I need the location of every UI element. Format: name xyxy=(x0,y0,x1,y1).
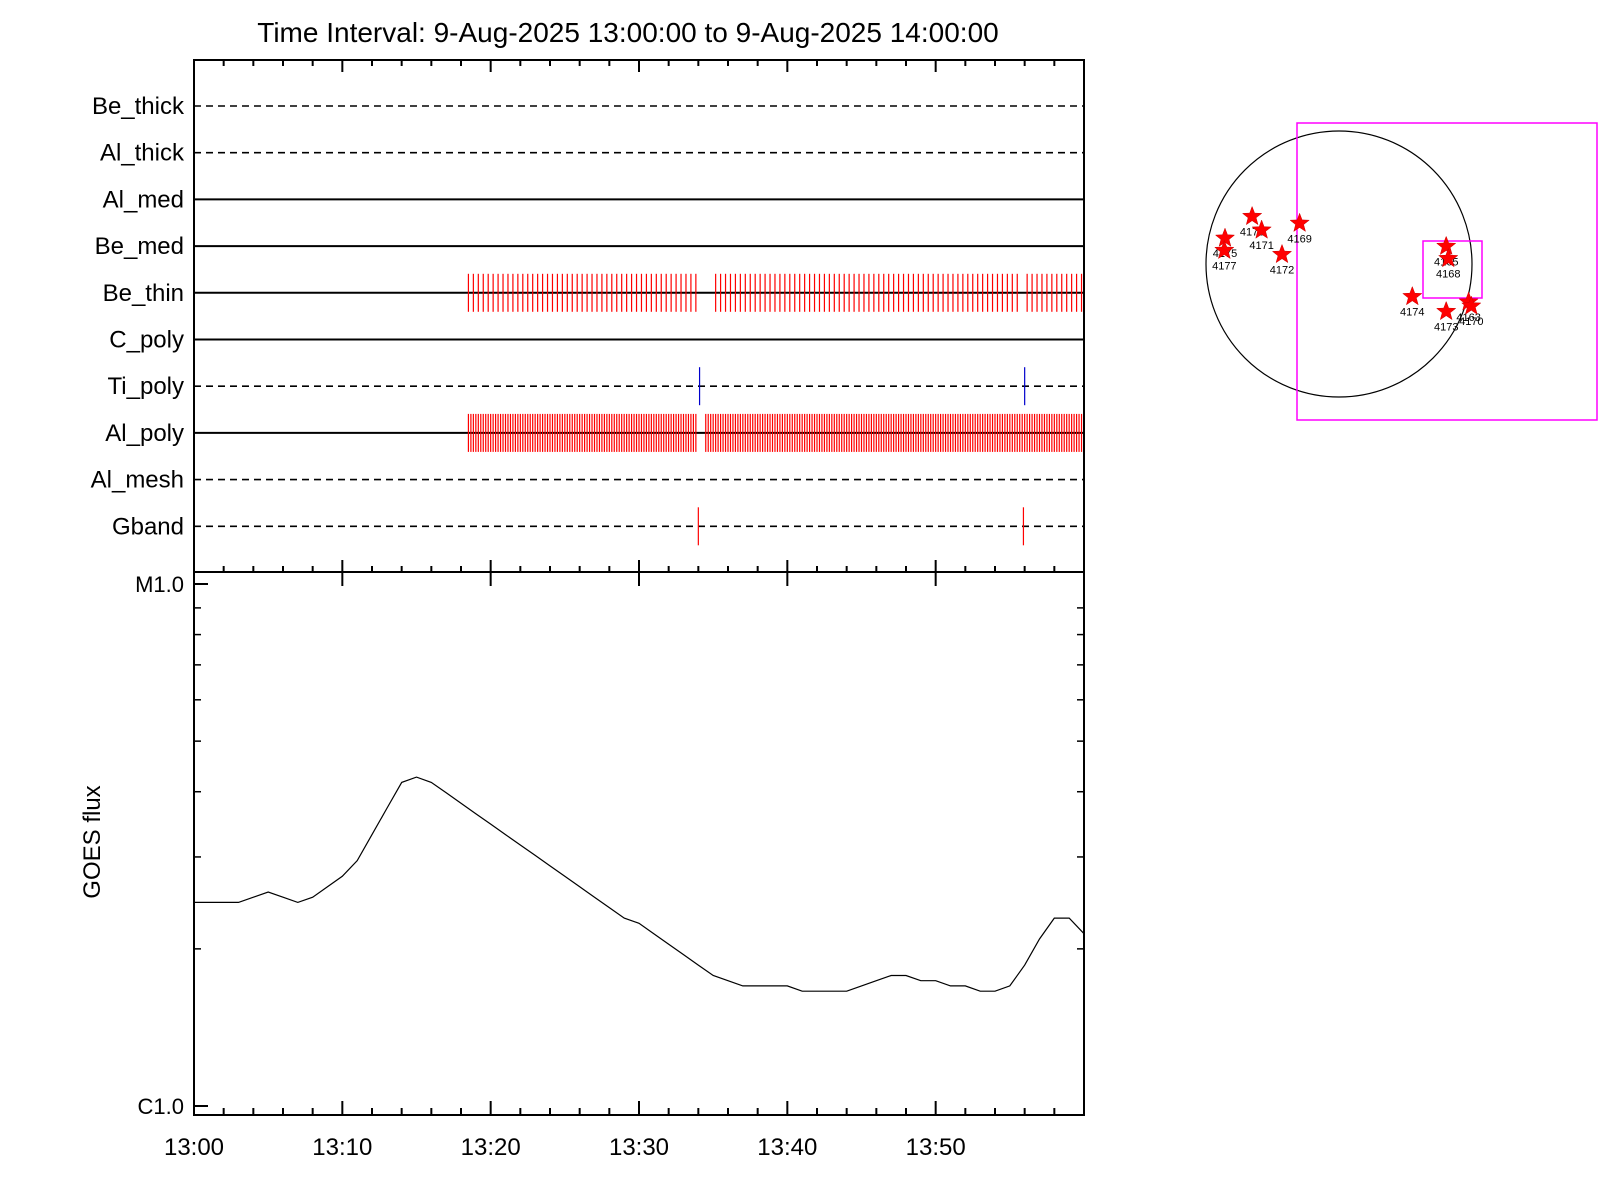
active-region-label: 4163 xyxy=(1456,312,1480,324)
active-region-label: 4172 xyxy=(1270,265,1294,277)
active-region-star xyxy=(1271,243,1293,264)
field-of-view-inner-box xyxy=(1422,240,1483,299)
row-label: Al_mesh xyxy=(91,467,184,494)
row-label: Al_thick xyxy=(100,140,185,167)
x-tick-label: 13:30 xyxy=(609,1134,669,1161)
active-region-star xyxy=(1241,205,1263,226)
active-region-star xyxy=(1289,212,1310,232)
active-region-star xyxy=(1461,295,1482,315)
goes-flux-panel: 13:00 13:10 13:20 13:30 13:40 13:50 C1.0 M1.0 GO… xyxy=(79,571,1085,1161)
timeline-frame xyxy=(193,59,1085,573)
x-tick-label: 13:40 xyxy=(757,1134,817,1161)
active-region-star xyxy=(1402,285,1423,306)
active-region-star xyxy=(1251,219,1272,239)
active-region-label: 4170 xyxy=(1459,316,1483,328)
x-tick-label: 13:00 xyxy=(164,1134,224,1161)
active-region-star xyxy=(1436,300,1457,321)
active-region-label: 4169 xyxy=(1287,233,1311,245)
active-region-label: 4174 xyxy=(1400,307,1424,319)
active-region-star xyxy=(1438,247,1459,268)
row-label: Be_thin xyxy=(103,280,184,307)
active-region-label: 4173 xyxy=(1434,322,1458,334)
active-region-star xyxy=(1214,239,1235,260)
solar-disk-map: 4176417141694175417741724165416841744173… xyxy=(1205,122,1598,421)
x-tick-label: 13:50 xyxy=(906,1134,966,1161)
goes-flux-line xyxy=(194,776,1085,992)
goes-frame xyxy=(193,571,1085,1116)
y-tick-label: M1.0 xyxy=(135,572,184,597)
row-label: Gband xyxy=(112,513,184,540)
solar-disk xyxy=(1205,130,1473,398)
row-label: C_poly xyxy=(109,327,184,354)
active-region-label: 4177 xyxy=(1212,260,1236,272)
x-tick-label: 13:20 xyxy=(461,1134,521,1161)
row-label: Al_poly xyxy=(105,420,184,447)
row-label: Al_med xyxy=(103,186,184,213)
row-label: Ti_poly xyxy=(108,373,184,400)
row-label: Be_thick xyxy=(92,93,185,120)
y-tick-label: C1.0 xyxy=(138,1094,184,1119)
row-label: Be_med xyxy=(95,233,184,260)
chart-title: Time Interval: 9-Aug-2025 13:00:00 to 9-… xyxy=(257,17,998,48)
active-region-label: 4168 xyxy=(1436,269,1460,281)
active-region-star xyxy=(1436,235,1457,255)
y-axis-label: GOES flux xyxy=(79,785,106,898)
filter-timeline-panel: Be_thick Al_thick Al_med Be_med Be_thin C_pol… xyxy=(91,59,1085,573)
x-tick-label: 13:10 xyxy=(312,1134,372,1161)
field-of-view-box xyxy=(1296,122,1598,421)
active-region-label: 4171 xyxy=(1249,240,1273,252)
